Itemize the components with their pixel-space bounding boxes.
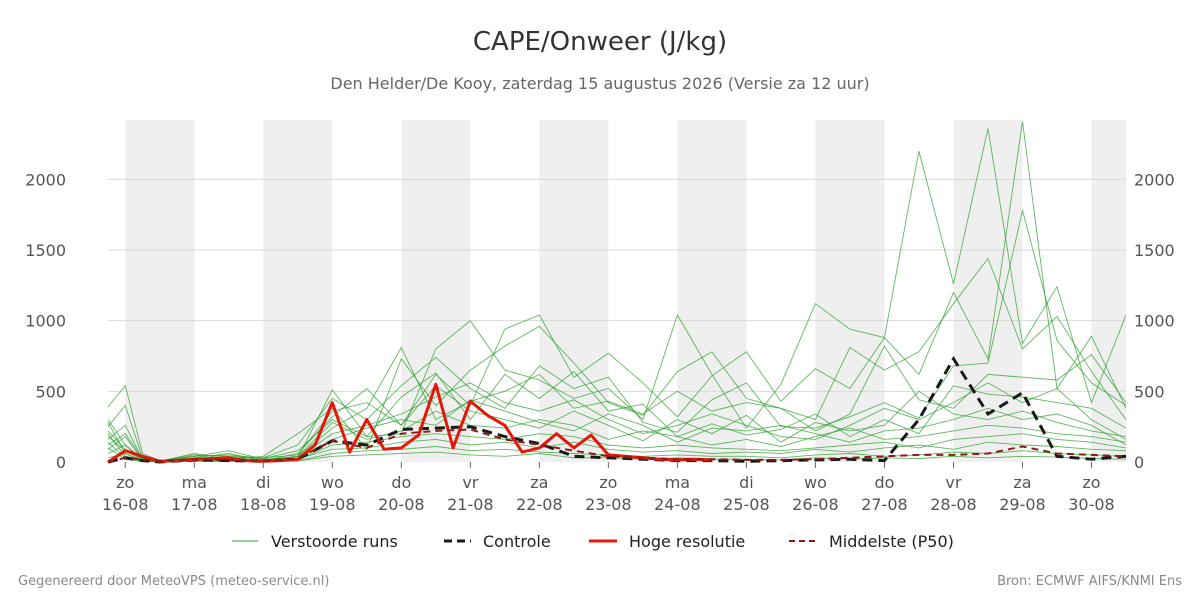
x-tick-date: 28-08 [930,495,977,514]
shaded-day-band [125,120,195,462]
x-tick-date: 27-08 [861,495,908,514]
x-tick-day: wo [321,473,344,492]
legend-high-resolution-label: Hoge resolutie [629,532,745,551]
median-p50-line [107,428,1127,463]
x-tick-date: 17-08 [171,495,218,514]
x-tick-day: zo [1082,473,1100,492]
x-tick-day: do [391,473,411,492]
x-tick-date: 23-08 [585,495,632,514]
x-tick-date: 22-08 [516,495,563,514]
y-axis-right: 0 500 1000 1500 2000 [1134,170,1175,472]
ensemble-member-line [107,210,1127,462]
legend-ensemble-label: Verstoorde runs [271,532,398,551]
ensemble-member-line [107,128,1127,462]
y-tick-label-right: 500 [1134,382,1165,401]
x-tick-day: di [739,473,754,492]
ensemble-member-line [107,121,1127,462]
x-tick-date: 24-08 [654,495,701,514]
control-run-line [107,355,1127,464]
x-tick-day: di [256,473,271,492]
x-tick-day: vr [462,473,478,492]
gridlines [108,178,1126,392]
footer-source: Bron: ECMWF AIFS/KNMI Ens [997,574,1182,589]
x-tick-day: za [1013,473,1031,492]
y-tick-label-right: 1500 [1134,241,1175,260]
series-layer [107,121,1127,464]
x-tick-date: 25-08 [723,495,770,514]
y-tick-label-left: 1000 [25,312,66,331]
y-tick-label-right: 0 [1134,453,1144,472]
x-tick-date: 30-08 [1068,495,1115,514]
x-tick-day: ma [665,473,690,492]
x-tick-date: 16-08 [102,495,149,514]
chart-subtitle: Den Helder/De Kooy, zaterdag 15 augustus… [330,74,869,93]
x-tick-day: do [874,473,894,492]
x-tick-day: wo [804,473,827,492]
x-tick-date: 18-08 [240,495,287,514]
x-tick-day: zo [116,473,134,492]
chart-title: CAPE/Onweer (J/kg) [473,27,727,57]
legend-control-label: Controle [483,532,551,551]
x-tick-day: zo [599,473,617,492]
shaded-day-band [1091,120,1126,462]
x-tick-date: 21-08 [447,495,494,514]
legend-median-label: Middelste (P50) [829,532,954,551]
footer-generated-by: Gegenereerd door MeteoVPS (meteo-service… [18,574,329,589]
x-tick-day: vr [945,473,961,492]
shaded-day-band [263,120,333,462]
y-tick-label-right: 2000 [1134,170,1175,189]
y-tick-label-left: 0 [56,453,66,472]
x-tick-date: 26-08 [792,495,839,514]
y-axis-left: 0 500 1000 1500 2000 [25,170,66,472]
x-axis: zo 16-08 ma 17-08 di 18-08 wo 19-08 do 20-08 vr 21-… [102,462,1115,514]
y-tick-label-left: 1500 [25,241,66,260]
x-tick-date: 20-08 [378,495,425,514]
y-tick-label-right: 1000 [1134,312,1175,331]
x-tick-day: ma [182,473,207,492]
y-tick-label-left: 500 [35,382,66,401]
weekend-shading [125,120,1126,462]
x-tick-date: 29-08 [999,495,1046,514]
shaded-day-band [539,120,609,462]
shaded-day-band [953,120,1023,462]
legend: Verstoorde runs Controle Hoge resolutie Mid… [232,532,954,551]
x-tick-date: 19-08 [309,495,356,514]
y-tick-label-left: 2000 [25,170,66,189]
shaded-day-band [815,120,885,462]
x-tick-day: za [530,473,548,492]
ensemble-member-line [107,370,1127,462]
